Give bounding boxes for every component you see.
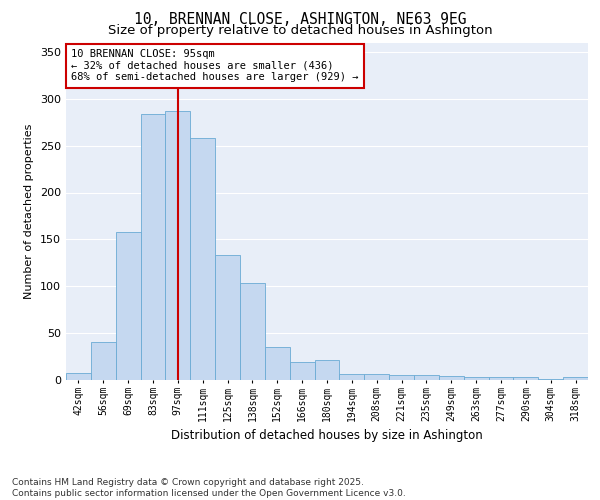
X-axis label: Distribution of detached houses by size in Ashington: Distribution of detached houses by size … <box>171 429 483 442</box>
Bar <box>240 284 265 380</box>
Bar <box>314 360 340 380</box>
Bar <box>439 376 464 380</box>
Text: Contains HM Land Registry data © Crown copyright and database right 2025.
Contai: Contains HM Land Registry data © Crown c… <box>12 478 406 498</box>
Bar <box>538 379 563 380</box>
Y-axis label: Number of detached properties: Number of detached properties <box>25 124 34 299</box>
Text: 10 BRENNAN CLOSE: 95sqm
← 32% of detached houses are smaller (436)
68% of semi-d: 10 BRENNAN CLOSE: 95sqm ← 32% of detache… <box>71 50 359 82</box>
Bar <box>563 377 588 380</box>
Bar <box>514 377 538 380</box>
Text: 10, BRENNAN CLOSE, ASHINGTON, NE63 9EG: 10, BRENNAN CLOSE, ASHINGTON, NE63 9EG <box>134 12 466 28</box>
Bar <box>215 256 240 380</box>
Bar <box>265 347 290 380</box>
Bar <box>116 232 140 380</box>
Bar <box>389 376 414 380</box>
Bar <box>488 377 514 380</box>
Bar <box>166 111 190 380</box>
Bar <box>140 114 166 380</box>
Bar <box>340 374 364 380</box>
Bar <box>190 138 215 380</box>
Bar <box>414 376 439 380</box>
Bar <box>91 342 116 380</box>
Bar <box>290 362 314 380</box>
Bar <box>66 374 91 380</box>
Bar <box>464 377 488 380</box>
Text: Size of property relative to detached houses in Ashington: Size of property relative to detached ho… <box>107 24 493 37</box>
Bar <box>364 374 389 380</box>
